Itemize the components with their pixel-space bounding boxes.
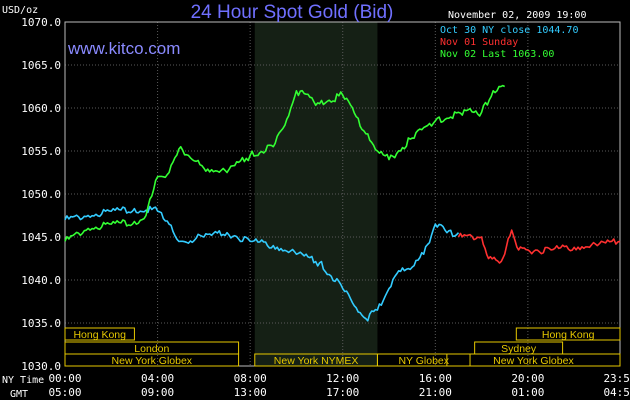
x-tick-label-ny: 23:59 (603, 372, 630, 385)
x-tick-label-gmt: 04:59 (603, 386, 630, 399)
y-tick-label: 1055.0 (21, 145, 61, 158)
y-tick-label: 1070.0 (21, 16, 61, 29)
x-tick-label-gmt: 05:00 (48, 386, 81, 399)
y-tick-label: 1060.0 (21, 102, 61, 115)
y-tick-label: 1065.0 (21, 59, 61, 72)
x-tick-label-ny: 00:00 (48, 372, 81, 385)
market-band-box (515, 327, 621, 341)
chart-date: November 02, 2009 19:00 (448, 10, 586, 21)
x-tick-label-gmt: 17:00 (326, 386, 359, 399)
y-tick-label: 1035.0 (21, 317, 61, 330)
x-tick-label-ny: 08:00 (234, 372, 267, 385)
legend-oct30: Oct 30 NY close 1044.70 (440, 25, 578, 36)
market-band-label: London (134, 343, 169, 355)
x-tick-label-gmt: 13:00 (234, 386, 267, 399)
market-band-box (376, 353, 471, 367)
market-band-label: New York Globex (112, 355, 193, 367)
x-tick-label-gmt: 01:00 (511, 386, 544, 399)
x-tick-label-ny: 04:00 (141, 372, 174, 385)
y-tick-label: 1050.0 (21, 188, 61, 201)
site-url[interactable]: www.kitco.com (67, 39, 180, 58)
y-tick-label: 1040.0 (21, 274, 61, 287)
price-series (64, 84, 621, 322)
market-band-box (474, 341, 564, 355)
market-band-label: Hong Kong (73, 329, 126, 341)
y-axis-unit-label: USD/oz (2, 5, 38, 16)
market-band-box (64, 353, 240, 367)
market-band-label: NY Globex (398, 355, 449, 367)
market-band-label: Sydney (501, 343, 537, 355)
market-band-label: New York NYMEX (274, 355, 359, 367)
series-line-1 (457, 229, 621, 264)
gmt-row-label: GMT (10, 389, 28, 400)
market-band-label: Hong Kong (542, 329, 595, 341)
x-tick-label-ny: 16:00 (419, 372, 452, 385)
chart-title: 24 Hour Spot Gold (Bid) (191, 2, 394, 23)
market-band-label: New York Globex (493, 355, 574, 367)
y-axis: 1030.0 1035.0 1040.0 1045.0 1050.0 1055.0 1060… (21, 16, 61, 373)
series-line-0 (64, 205, 460, 322)
y-tick-label: 1030.0 (21, 360, 61, 373)
ny-time-row-label: NY Time (2, 375, 44, 386)
y-tick-label: 1045.0 (21, 231, 61, 244)
series-line-2 (64, 84, 506, 242)
legend-nov01: Nov 01 Sunday (440, 37, 518, 48)
market-band-box (64, 327, 135, 341)
legend-nov02: Nov 02 Last 1063.00 (440, 49, 554, 60)
x-tick-label-gmt: 09:00 (141, 386, 174, 399)
x-tick-label-ny: 12:00 (326, 372, 359, 385)
x-tick-label-gmt: 21:00 (419, 386, 452, 399)
x-tick-label-ny: 20:00 (511, 372, 544, 385)
